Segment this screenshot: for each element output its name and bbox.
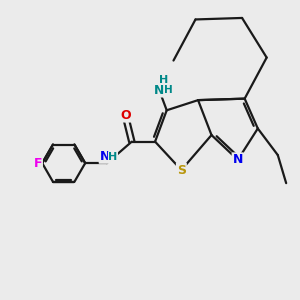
Text: N: N [232,153,243,167]
Text: N: N [99,150,110,163]
Text: H: H [108,152,118,162]
Text: O: O [120,109,130,122]
Text: F: F [34,157,42,169]
Text: H: H [159,75,168,85]
Text: S: S [177,164,186,176]
Text: H: H [164,85,172,95]
Text: N: N [154,84,164,97]
